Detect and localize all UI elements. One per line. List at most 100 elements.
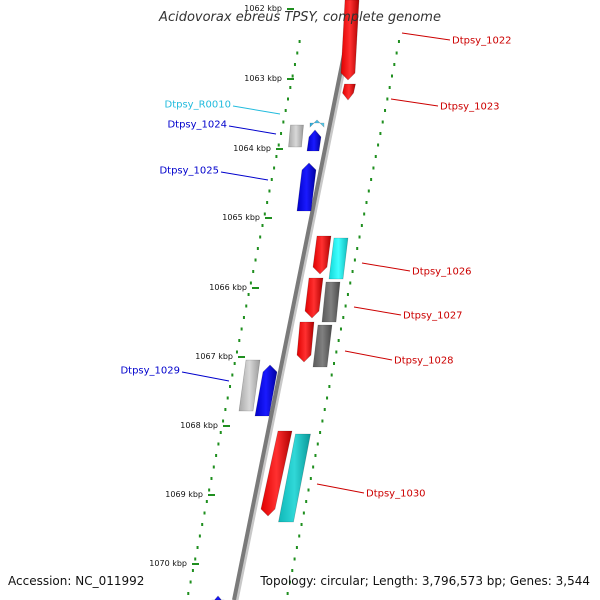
gene-label[interactable]: Dtpsy_1028 <box>394 356 454 367</box>
ruler-tick <box>360 224 363 227</box>
ruler-major-tick <box>287 78 294 80</box>
ruler-tick <box>233 362 236 365</box>
gene-arrow <box>342 83 356 101</box>
ruler-tick <box>189 580 192 584</box>
ruler-major-tick <box>208 494 215 496</box>
ruler-tick <box>363 212 366 216</box>
ruler-tick <box>210 477 213 480</box>
gene-arrow <box>312 235 332 275</box>
gene-label[interactable]: Dtpsy_1023 <box>440 102 500 113</box>
ruler-tick <box>365 201 368 204</box>
ruler-tick <box>293 557 296 561</box>
ruler-tick <box>386 97 389 101</box>
gene-leader-line <box>361 262 411 272</box>
ruler-tick <box>296 51 299 55</box>
ruler-label: 1065 kbp <box>222 213 260 222</box>
gene-arrow <box>328 237 349 280</box>
gene-arrow <box>312 324 333 368</box>
ruler-tick <box>201 523 204 526</box>
ruler-tick <box>388 86 391 89</box>
ruler-tick <box>309 477 312 480</box>
gene-arrow <box>304 277 324 319</box>
ruler-tick <box>314 454 317 457</box>
genome-title: Acidovorax ebreus TPSY, complete genome <box>159 10 441 25</box>
gene-features <box>211 0 360 600</box>
ruler-tick <box>215 454 218 457</box>
ruler-major-tick <box>238 356 245 358</box>
ruler-tick <box>337 339 340 342</box>
ruler-tick <box>351 270 354 273</box>
ruler-tick <box>205 500 208 503</box>
ruler-tick <box>298 534 301 538</box>
ruler-tick <box>249 281 252 285</box>
gene-label[interactable]: Dtpsy_R0010 <box>165 100 232 111</box>
ruler-tick <box>266 201 269 204</box>
ruler-tick <box>277 143 280 147</box>
ruler-tick <box>194 557 197 561</box>
ruler-tick <box>293 63 296 66</box>
ruler-tick <box>245 304 248 308</box>
ruler-tick <box>252 270 255 273</box>
ruler-tick <box>219 431 222 434</box>
gene-arrow <box>238 359 261 412</box>
ruler-tick <box>242 316 245 319</box>
ruler-tick <box>222 419 225 423</box>
ruler-tick <box>212 465 215 469</box>
gene-label[interactable]: Dtpsy_1024 <box>167 120 227 131</box>
ruler-major-tick <box>192 563 199 565</box>
ruler-tick <box>307 488 310 492</box>
ruler-tick <box>323 408 326 411</box>
ruler-tick <box>191 569 194 572</box>
ruler-tick <box>367 189 370 193</box>
ruler-tick <box>305 500 308 503</box>
ruler-tick <box>217 442 220 446</box>
ruler-tick <box>316 442 319 446</box>
gene-label[interactable]: Dtpsy_1029 <box>120 366 180 377</box>
ruler-tick <box>295 546 298 549</box>
ruler-tick <box>319 431 322 434</box>
genome-summary-text: Topology: circular; Length: 3,796,573 bp… <box>260 574 590 588</box>
gene-leader-line <box>181 371 230 382</box>
ruler-tick <box>349 281 352 285</box>
gene-arrow <box>254 364 278 417</box>
ruler-tick <box>280 132 283 135</box>
forward-track-ticks <box>187 40 301 595</box>
ruler-tick <box>268 189 271 193</box>
ruler-tick <box>326 396 329 400</box>
gene-label[interactable]: Dtpsy_1030 <box>366 489 426 500</box>
ruler-label: 1066 kbp <box>209 283 247 292</box>
ruler-tick <box>226 396 229 400</box>
ruler-major-tick <box>223 425 230 427</box>
ruler-tick <box>312 465 315 469</box>
gene-arrow <box>296 162 317 212</box>
ruler-tick <box>288 580 291 584</box>
ruler-label: 1069 kbp <box>165 490 203 499</box>
ruler-tick <box>377 143 380 147</box>
ruler-tick <box>353 258 356 262</box>
ruler-tick <box>358 235 361 239</box>
ruler-label: 1064 kbp <box>233 144 271 153</box>
ruler-tick <box>342 316 345 319</box>
gene-leader-line <box>232 105 281 115</box>
ruler-labels: 1062 kbp 1063 kbp 1064 kbp 1065 kbp 1066 kbp… <box>149 4 294 568</box>
ruler-tick <box>390 74 393 78</box>
ruler-tick <box>275 155 278 158</box>
gene-arrow <box>278 433 311 523</box>
genome-backbone <box>232 0 357 600</box>
ruler-tick <box>372 166 375 170</box>
gene-label[interactable]: Dtpsy_1025 <box>159 166 219 177</box>
gene-leader-line <box>220 171 269 181</box>
ruler-label: 1063 kbp <box>244 74 282 83</box>
ruler-tick <box>328 385 331 388</box>
gene-leader-line <box>401 32 451 41</box>
gene-label[interactable]: Dtpsy_1027 <box>403 311 463 322</box>
ruler-tick <box>346 293 349 296</box>
gene-arrow <box>211 595 225 600</box>
gene-label[interactable]: Dtpsy_1022 <box>452 36 512 47</box>
ruler-tick <box>298 40 301 43</box>
gene-arrow <box>260 430 293 517</box>
ruler-tick <box>370 178 373 181</box>
gene-label[interactable]: Dtpsy_1026 <box>412 267 472 278</box>
ruler-major-tick <box>287 8 294 10</box>
